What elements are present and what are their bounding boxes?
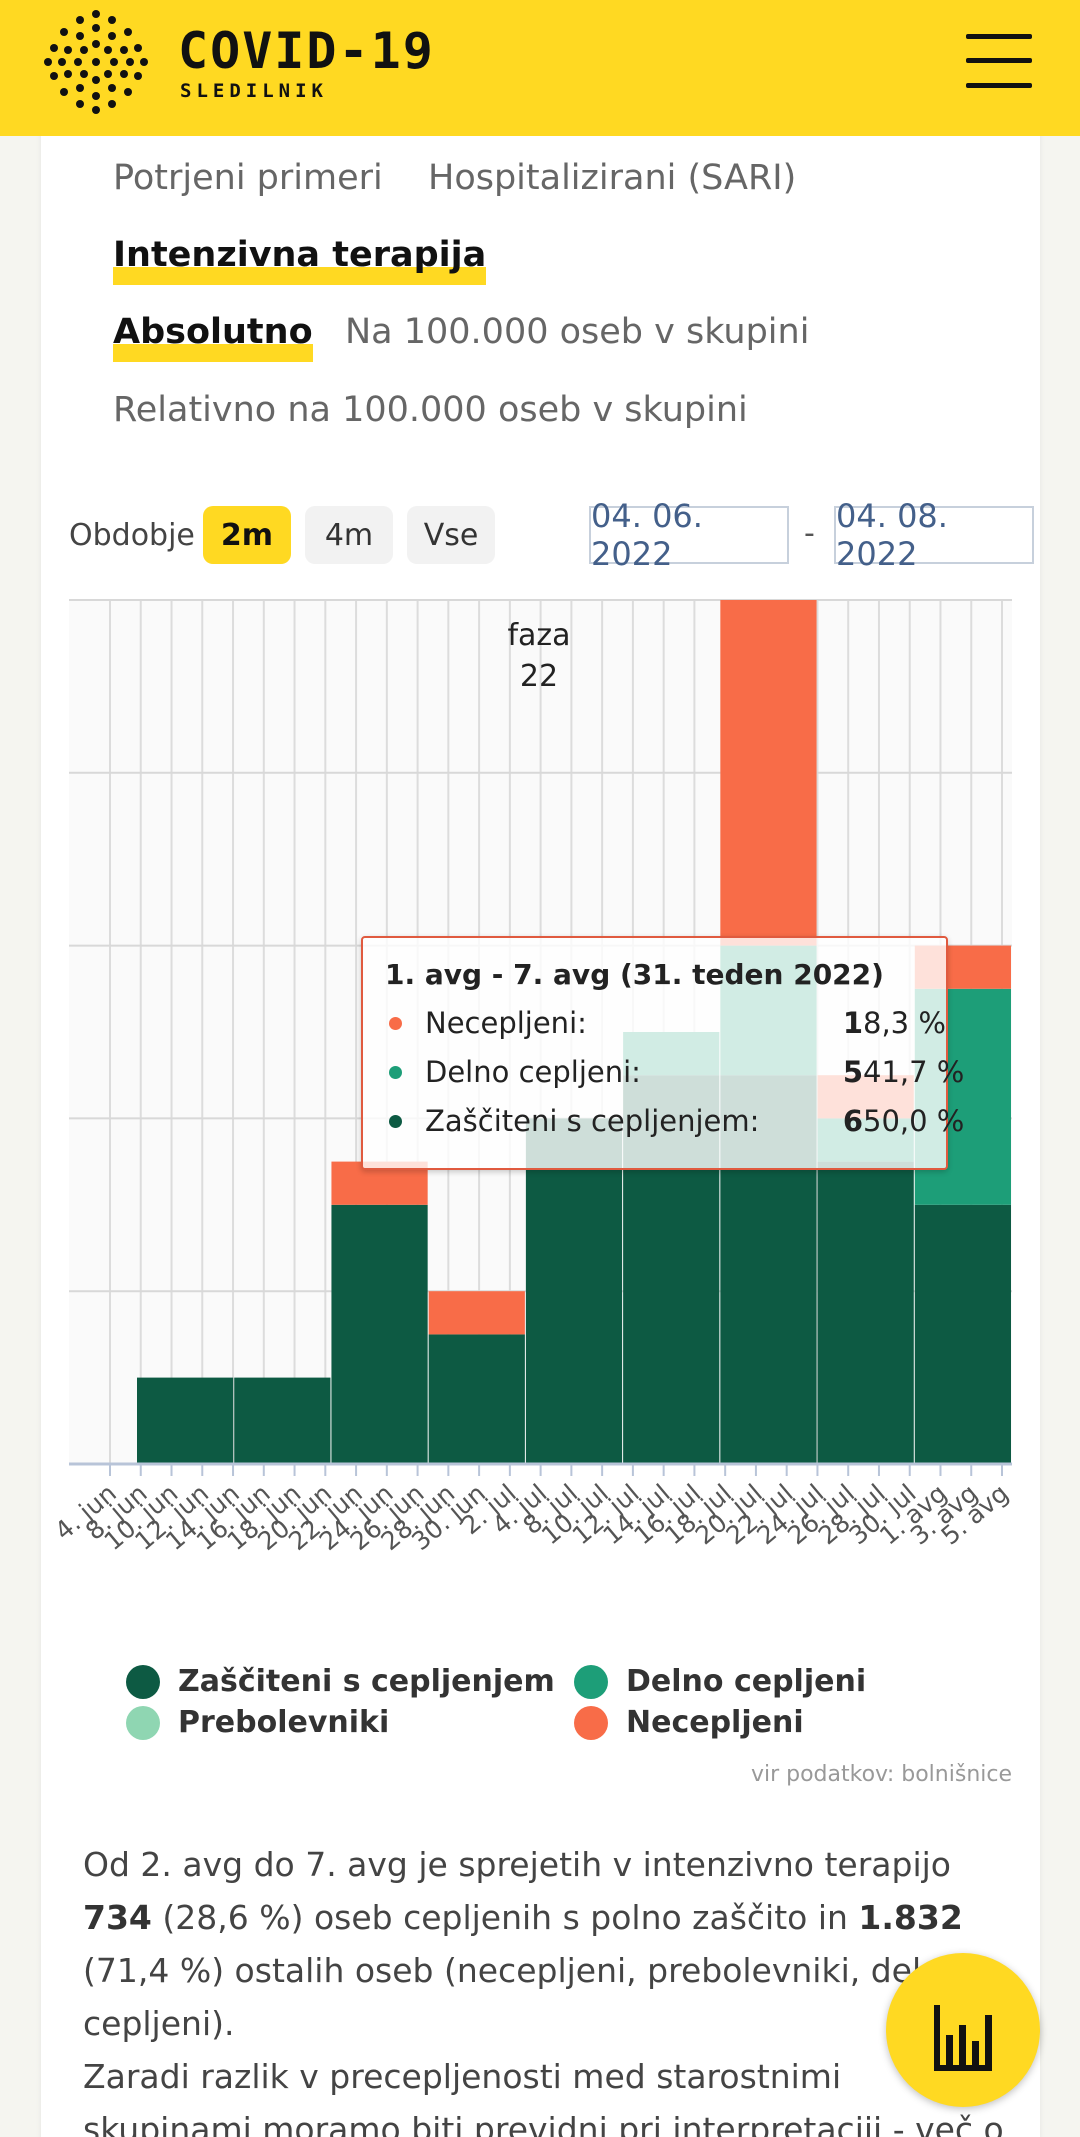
bar-segment	[234, 1377, 331, 1464]
hamburger-menu-icon[interactable]	[966, 32, 1032, 90]
legend-item-delno[interactable]: Delno cepljeni	[626, 1664, 867, 1699]
bar-segment	[331, 1204, 428, 1464]
app-subtitle: SLEDILNIK	[180, 80, 328, 102]
chart-tooltip: 1. avg - 7. avg (31. teden 2022) Neceplj…	[361, 936, 965, 1170]
summary-paragraph: Od 2. avg do 7. avg je sprejetih v inten…	[83, 1838, 1013, 2050]
period-label: Obdobje	[69, 518, 195, 553]
tooltip-percent: 41,7 %	[863, 1055, 965, 1089]
tooltip-dot	[389, 1066, 402, 1079]
legend-item-zasciteni[interactable]: Zaščiteni s cepljenjem	[178, 1664, 555, 1699]
legend-item-prebolevniki[interactable]: Prebolevniki	[178, 1705, 390, 1740]
phase-annotation-value: 22	[520, 659, 558, 694]
period-4m-button[interactable]: 4m	[305, 506, 393, 564]
date-separator: -	[804, 516, 815, 551]
tooltip-dot	[389, 1017, 402, 1030]
summary-count-others: 1.832	[858, 1898, 963, 1937]
tooltip-value: 6	[842, 1104, 863, 1138]
date-from-input[interactable]: 04. 06. 2022	[589, 497, 789, 573]
tooltip-series-name: Zaščiteni s cepljenjem:	[425, 1104, 760, 1138]
tab-intenzivna-terapija[interactable]: Intenzivna terapija	[113, 235, 487, 285]
summary-text: (71,4 %) ostalih oseb (necepljeni, prebo…	[83, 1951, 963, 2043]
legend-item-necepljeni[interactable]: Necepljeni	[626, 1705, 804, 1740]
legend-dot-necepljeni	[574, 1706, 608, 1740]
legend-dot-zasciteni	[126, 1665, 160, 1699]
bar-chart-icon	[934, 2005, 992, 2071]
app-header: COVID-19 SLEDILNIK	[0, 0, 1080, 136]
app-title: COVID-19	[178, 22, 435, 80]
phase-annotation-label: faza	[507, 618, 570, 653]
tooltip-series-name: Necepljeni:	[425, 1006, 587, 1040]
tab-potrjeni-primeri[interactable]: Potrjeni primeri	[113, 158, 383, 198]
bar-segment	[525, 1118, 623, 1464]
tab-na-100000[interactable]: Na 100.000 oseb v skupini	[345, 312, 810, 352]
tooltip-value: 5	[842, 1055, 863, 1089]
summary-count-vaccinated: 734	[83, 1898, 152, 1937]
bar-segment	[428, 1291, 525, 1335]
tooltip-row: Zaščiteni s cepljenjem: 6 50,0 %	[363, 1100, 965, 1140]
legend-dot-prebolevniki	[126, 1706, 160, 1740]
tab-hospitalizirani[interactable]: Hospitalizirani (SARI)	[428, 158, 797, 198]
bar-segment	[137, 1377, 234, 1464]
bar-segment	[428, 1334, 525, 1464]
tooltip-row: Delno cepljeni: 5 41,7 %	[363, 1051, 965, 1091]
legend-dot-delno	[574, 1665, 608, 1699]
summary-text: Od 2. avg do 7. avg je sprejetih v inten…	[83, 1845, 951, 1884]
tooltip-percent: 50,0 %	[863, 1104, 965, 1138]
period-all-button[interactable]: Vse	[407, 506, 495, 564]
note-paragraph: Zaradi razlik v precepljenosti med staro…	[83, 2057, 1004, 2137]
bar-segment	[720, 600, 817, 946]
tooltip-dot	[389, 1115, 402, 1128]
chart-fab-button[interactable]	[886, 1953, 1040, 2107]
tooltip-percent: 8,3 %	[863, 1006, 946, 1040]
tooltip-title: 1. avg - 7. avg (31. teden 2022)	[385, 958, 884, 991]
period-2m-button[interactable]: 2m	[203, 506, 291, 564]
tooltip-value: 1	[842, 1006, 863, 1040]
bar-segment	[914, 1204, 1011, 1464]
tooltip-series-name: Delno cepljeni:	[425, 1055, 641, 1089]
data-source: vir podatkov: bolnišnice	[750, 1762, 1012, 1787]
covid-logo-icon[interactable]	[40, 6, 152, 118]
tooltip-row: Necepljeni: 1 8,3 %	[363, 1002, 950, 1042]
tab-relativno[interactable]: Relativno na 100.000 oseb v skupini	[113, 390, 748, 430]
summary-text: (28,6 %) oseb cepljenih s polno zaščito …	[151, 1898, 859, 1937]
tab-absolutno[interactable]: Absolutno	[113, 312, 313, 362]
bar-segment	[817, 1161, 914, 1464]
